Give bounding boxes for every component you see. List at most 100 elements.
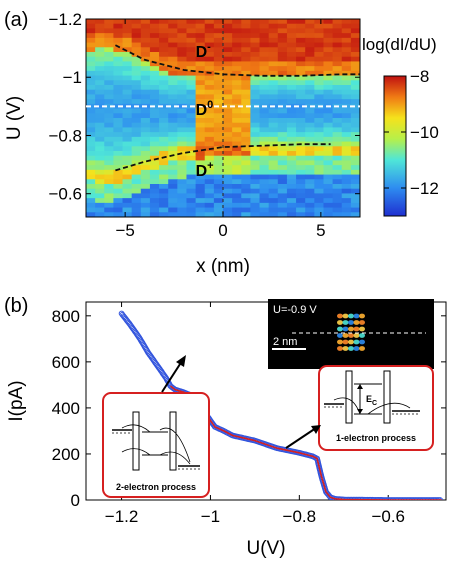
heatmap-cell	[86, 52, 96, 58]
heatmap-cell	[332, 155, 343, 162]
heatmap-cell	[241, 70, 251, 77]
heatmap-cell	[204, 118, 215, 124]
heatmap-cell	[186, 174, 197, 180]
heatmap-cell	[177, 108, 188, 114]
heatmap-cell	[296, 160, 306, 166]
inset-voltage-label: U=-0.9 V	[273, 304, 317, 316]
heatmap-cell	[86, 94, 96, 100]
heatmap-cell	[177, 127, 188, 133]
heatmap-cell	[232, 99, 242, 105]
heatmap-cell	[314, 33, 325, 39]
heatmap-cell	[350, 212, 360, 217]
heatmap-cell	[277, 122, 288, 129]
heatmap-cell	[95, 155, 105, 162]
heatmap-cell	[305, 127, 315, 133]
heatmap-cell	[168, 188, 178, 195]
heatmap-cell	[341, 33, 352, 39]
heatmap-cell	[140, 160, 151, 166]
heatmap-cell	[323, 198, 334, 204]
heatmap-cell	[296, 132, 306, 138]
heatmap-cell	[186, 212, 197, 217]
heatmap-cell	[195, 160, 206, 166]
heatmap-cell	[168, 94, 178, 100]
heatmap-cell	[168, 66, 178, 72]
heatmap-cell	[86, 207, 96, 213]
heatmap-cell	[95, 19, 105, 25]
heatmap-cell	[204, 61, 215, 67]
heatmap-cell	[213, 66, 224, 72]
heatmap-cell	[186, 70, 197, 77]
heatmap-cell	[286, 80, 297, 86]
heatmap-x-tick-label: −5	[115, 221, 134, 240]
heatmap-cell	[177, 99, 188, 105]
heatmap-cell	[195, 169, 206, 176]
heatmap-cell	[314, 52, 325, 58]
heatmap-cell	[241, 179, 251, 185]
heatmap-cell	[341, 146, 352, 152]
heatmap-cell	[305, 132, 315, 138]
heatmap-cell	[177, 42, 188, 48]
heatmap-cell	[122, 174, 133, 180]
heatmap-cell	[131, 193, 142, 199]
heatmap-cell	[168, 193, 178, 199]
heatmap-cell	[305, 75, 315, 81]
heatmap-cell	[305, 99, 315, 105]
callout-arrows	[161, 355, 321, 449]
heatmap-cell	[268, 33, 279, 39]
heatmap-cell	[168, 212, 178, 217]
heatmap-cell	[131, 184, 142, 190]
heatmap-cell	[341, 136, 352, 143]
heatmap-cell	[186, 118, 197, 124]
heatmap-cell	[350, 56, 360, 63]
heatmap-cell	[204, 151, 215, 157]
inset-blob	[353, 333, 360, 338]
heatmap-cell	[168, 207, 178, 213]
heatmap-cell	[186, 169, 197, 176]
heatmap-cell	[168, 165, 178, 171]
heatmap-cell	[223, 80, 233, 86]
heatmap-cell	[305, 85, 315, 91]
heatmap-cell	[232, 19, 242, 25]
heatmap-cell	[113, 179, 124, 185]
heatmap-cell	[140, 23, 151, 30]
heatmap-cell	[186, 99, 197, 105]
heatmap-cell	[104, 61, 114, 67]
heatmap-cell	[122, 47, 133, 53]
heatmap-cell	[241, 108, 251, 114]
heatmap-cell	[305, 94, 315, 100]
heatmap-cell	[332, 127, 343, 133]
heatmap-cell	[140, 94, 151, 100]
heatmap-cell	[149, 19, 160, 25]
heatmap-cell	[149, 202, 160, 209]
heatmap-cell	[296, 61, 306, 67]
heatmap-cell	[259, 160, 270, 166]
heatmap-cell	[195, 165, 206, 171]
heatmap-cell	[177, 188, 188, 195]
heatmap-cell	[168, 141, 178, 147]
heatmap-cell	[86, 108, 96, 114]
heatmap-cell	[332, 80, 343, 86]
heatmap-cell	[104, 174, 114, 180]
heatmap-cell	[177, 179, 188, 185]
heatmap-cell	[341, 23, 352, 30]
heatmap-cell	[204, 141, 215, 147]
heatmap-cell	[113, 212, 124, 217]
panel-b-label: (b)	[4, 295, 28, 317]
heatmap-cell	[159, 99, 169, 105]
heatmap-cell	[104, 160, 114, 166]
heatmap-cell	[140, 33, 151, 39]
heatmap-cell	[223, 99, 233, 105]
heatmap-cell	[332, 207, 343, 213]
heatmap-cell	[305, 113, 315, 119]
heatmap-cell	[305, 202, 315, 209]
heatmap-cell	[323, 141, 334, 147]
heatmap-cell	[104, 75, 114, 81]
heatmap-cell	[232, 169, 242, 176]
heatmap-cell	[159, 33, 169, 39]
heatmap-cell	[195, 212, 206, 217]
heatmap-cell	[341, 42, 352, 48]
heatmap-cell	[232, 37, 242, 44]
callout-1-electron: EC 1-electron process	[318, 365, 434, 451]
heatmap-cell	[122, 23, 133, 30]
heatmap-cell	[241, 33, 251, 39]
